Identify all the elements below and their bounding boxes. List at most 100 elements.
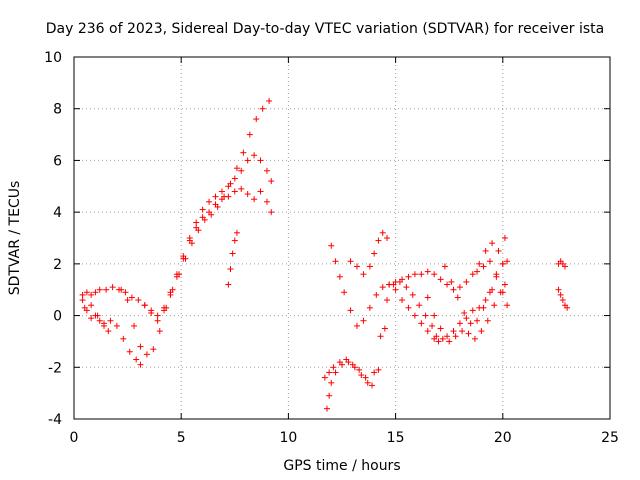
data-points <box>79 97 571 412</box>
data-point <box>88 291 95 298</box>
data-point <box>501 235 508 241</box>
x-tick-label: 25 <box>601 430 619 446</box>
data-point <box>263 198 270 205</box>
data-point <box>448 278 455 285</box>
data-point <box>384 297 391 304</box>
data-point <box>469 307 476 314</box>
data-point <box>375 237 382 244</box>
series-arc-g <box>321 325 388 389</box>
data-point <box>180 255 187 262</box>
y-tick-label: 4 <box>53 205 62 221</box>
data-point <box>366 263 373 270</box>
data-point <box>328 242 335 249</box>
data-point <box>431 271 438 278</box>
data-point <box>347 307 354 314</box>
data-point <box>418 320 425 327</box>
data-point <box>326 392 333 399</box>
data-point <box>467 320 474 327</box>
data-point <box>251 152 258 159</box>
data-point <box>341 289 348 296</box>
data-point <box>154 317 161 324</box>
data-point <box>504 258 511 265</box>
data-point <box>480 263 487 270</box>
data-point <box>131 322 138 329</box>
data-point <box>364 379 371 386</box>
data-point <box>186 237 193 244</box>
data-point <box>429 322 436 329</box>
data-point <box>484 317 491 324</box>
data-point <box>231 175 238 182</box>
data-point <box>141 302 148 309</box>
data-point <box>403 284 410 291</box>
data-point <box>173 273 180 280</box>
data-point <box>212 201 219 208</box>
data-point <box>137 343 144 350</box>
data-point <box>377 333 384 340</box>
data-point <box>354 263 361 270</box>
data-point <box>416 302 423 309</box>
data-point <box>422 312 429 319</box>
data-point <box>347 258 354 265</box>
y-tick-label: 8 <box>53 102 62 118</box>
data-point <box>411 271 418 278</box>
data-point <box>375 366 382 373</box>
axis-ticks <box>73 56 611 420</box>
data-point <box>435 338 442 345</box>
data-point <box>463 315 470 322</box>
data-point <box>399 297 406 304</box>
data-point <box>257 157 264 164</box>
data-point <box>424 328 431 335</box>
data-point <box>109 284 116 291</box>
data-point <box>360 317 367 324</box>
data-point <box>79 297 86 304</box>
data-point <box>206 198 213 205</box>
data-point <box>156 328 163 335</box>
data-point <box>369 382 376 389</box>
data-point <box>476 260 483 267</box>
data-point <box>358 372 365 379</box>
data-point <box>351 364 358 371</box>
data-point <box>148 309 155 316</box>
data-point <box>193 219 200 226</box>
data-point <box>330 364 337 371</box>
data-point <box>229 250 236 257</box>
data-point <box>354 322 361 329</box>
data-point <box>482 247 489 254</box>
data-point <box>478 328 485 335</box>
data-point <box>225 281 232 288</box>
data-point <box>328 379 335 386</box>
data-point <box>227 266 234 273</box>
series-arc-l <box>433 281 508 345</box>
data-point <box>482 297 489 304</box>
data-point <box>409 291 416 298</box>
data-point <box>94 312 101 319</box>
data-point <box>564 304 571 311</box>
y-axis-label: SDTVAR / TECUs <box>7 181 23 296</box>
data-point <box>418 271 425 278</box>
data-point <box>441 263 448 270</box>
data-point <box>392 278 399 285</box>
series-arc-d <box>81 302 144 368</box>
data-point <box>332 369 339 376</box>
data-point <box>244 191 251 198</box>
data-point <box>88 302 95 309</box>
data-point <box>463 278 470 285</box>
data-point <box>461 309 468 316</box>
data-point <box>456 320 463 327</box>
data-point <box>336 273 343 280</box>
data-point <box>326 369 333 376</box>
data-point <box>81 304 88 311</box>
series-arc-e <box>141 185 275 324</box>
y-tick-label: 0 <box>53 309 62 325</box>
data-point <box>199 214 206 221</box>
data-point <box>79 291 86 298</box>
data-point <box>446 338 453 345</box>
data-point <box>399 276 406 283</box>
data-point <box>268 178 275 185</box>
data-point <box>371 369 378 376</box>
data-point <box>246 131 253 138</box>
data-point <box>469 271 476 278</box>
x-tick-label: 5 <box>177 430 186 446</box>
data-point <box>257 188 264 195</box>
